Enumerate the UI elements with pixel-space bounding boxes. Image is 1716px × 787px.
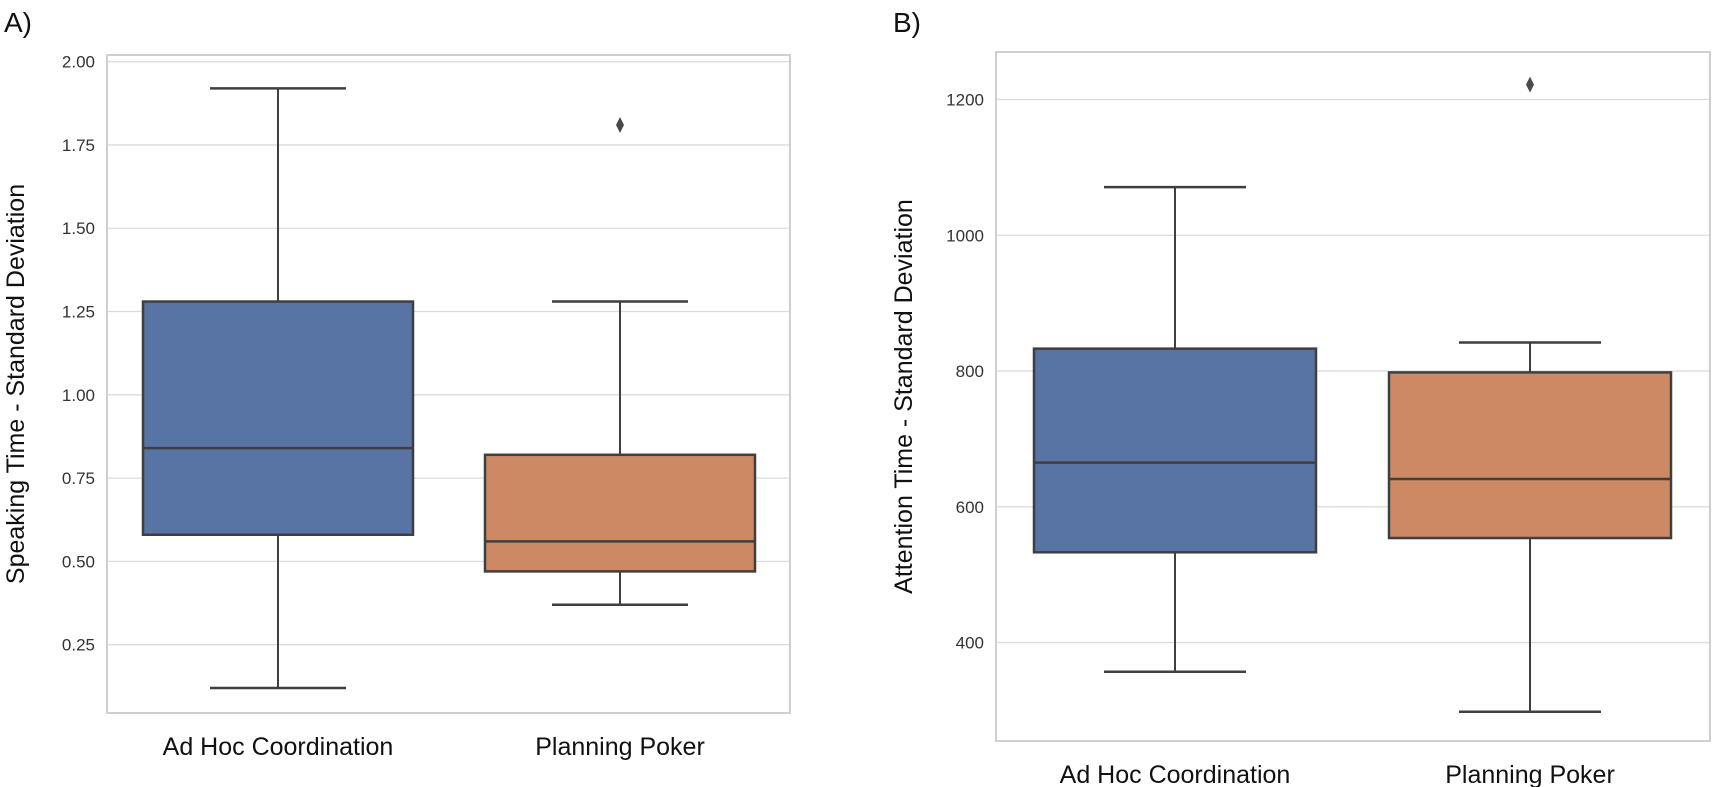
panel-b-category-label: Planning Poker [1445, 761, 1615, 787]
panel-a-category-label: Planning Poker [535, 733, 705, 761]
panel-a-y-tick-label: 0.75 [62, 469, 95, 488]
panel-a-y-axis-label: Speaking Time - Standard Deviation [2, 184, 30, 584]
panel-a-category-label: Ad Hoc Coordination [163, 733, 394, 761]
outlier-point [1526, 76, 1534, 93]
panel-a-y-tick-labels: 0.25 0.50 0.75 1.00 1.25 1.50 1.75 2.00 [62, 53, 95, 655]
panel-b-box-ad-hoc-coordination [1032, 185, 1318, 674]
panel-b-frame [995, 51, 1711, 742]
panel-a-box-planning-poker [483, 116, 757, 606]
iqr-box [1032, 347, 1318, 554]
panel-b-y-tick-label: 1000 [946, 226, 984, 245]
panel-b-label: B) [893, 7, 921, 38]
panel-a-y-tick-label: 0.50 [62, 552, 95, 571]
panel-b-y-axis-label: Attention Time - Standard Deviation [890, 199, 918, 594]
panel-b-category-labels: Ad Hoc Coordination Planning Poker [1060, 761, 1615, 787]
iqr-box [1387, 371, 1673, 540]
panel-a-box-ad-hoc-coordination [141, 87, 415, 690]
panel-a-y-tick-label: 1.00 [62, 386, 95, 405]
panel-b-y-tick-label: 800 [956, 362, 984, 381]
panel-b: B) 400 600 800 1000 1200 Ad Hoc Coordination… [890, 7, 1711, 787]
panel-a-frame [106, 54, 791, 714]
panel-a: A) 0.25 0.50 0.75 1.00 1.25 1.50 1.75 2.00 Ad H… [2, 7, 791, 761]
panel-a-category-labels: Ad Hoc Coordination Planning Poker [163, 733, 705, 761]
panel-b-y-tick-labels: 400 600 800 1000 1200 [946, 91, 984, 653]
panel-b-boxes [1032, 76, 1673, 714]
panel-a-y-tick-label: 1.75 [62, 136, 95, 155]
iqr-box [141, 300, 415, 537]
outlier-point [616, 116, 624, 133]
panel-a-y-tick-label: 1.25 [62, 303, 95, 322]
panel-a-label: A) [4, 7, 32, 38]
panel-a-y-tick-label: 2.00 [62, 53, 95, 72]
panel-b-y-tick-label: 600 [956, 498, 984, 517]
panel-a-y-tick-label: 1.50 [62, 219, 95, 238]
panel-a-y-tick-label: 0.25 [62, 636, 95, 655]
panel-b-y-tick-label: 1200 [946, 91, 984, 110]
iqr-box [483, 453, 757, 573]
panel-b-category-label: Ad Hoc Coordination [1060, 761, 1291, 787]
panel-b-box-planning-poker [1387, 76, 1673, 714]
panel-b-y-tick-label: 400 [956, 634, 984, 653]
panel-a-boxes [141, 87, 757, 690]
